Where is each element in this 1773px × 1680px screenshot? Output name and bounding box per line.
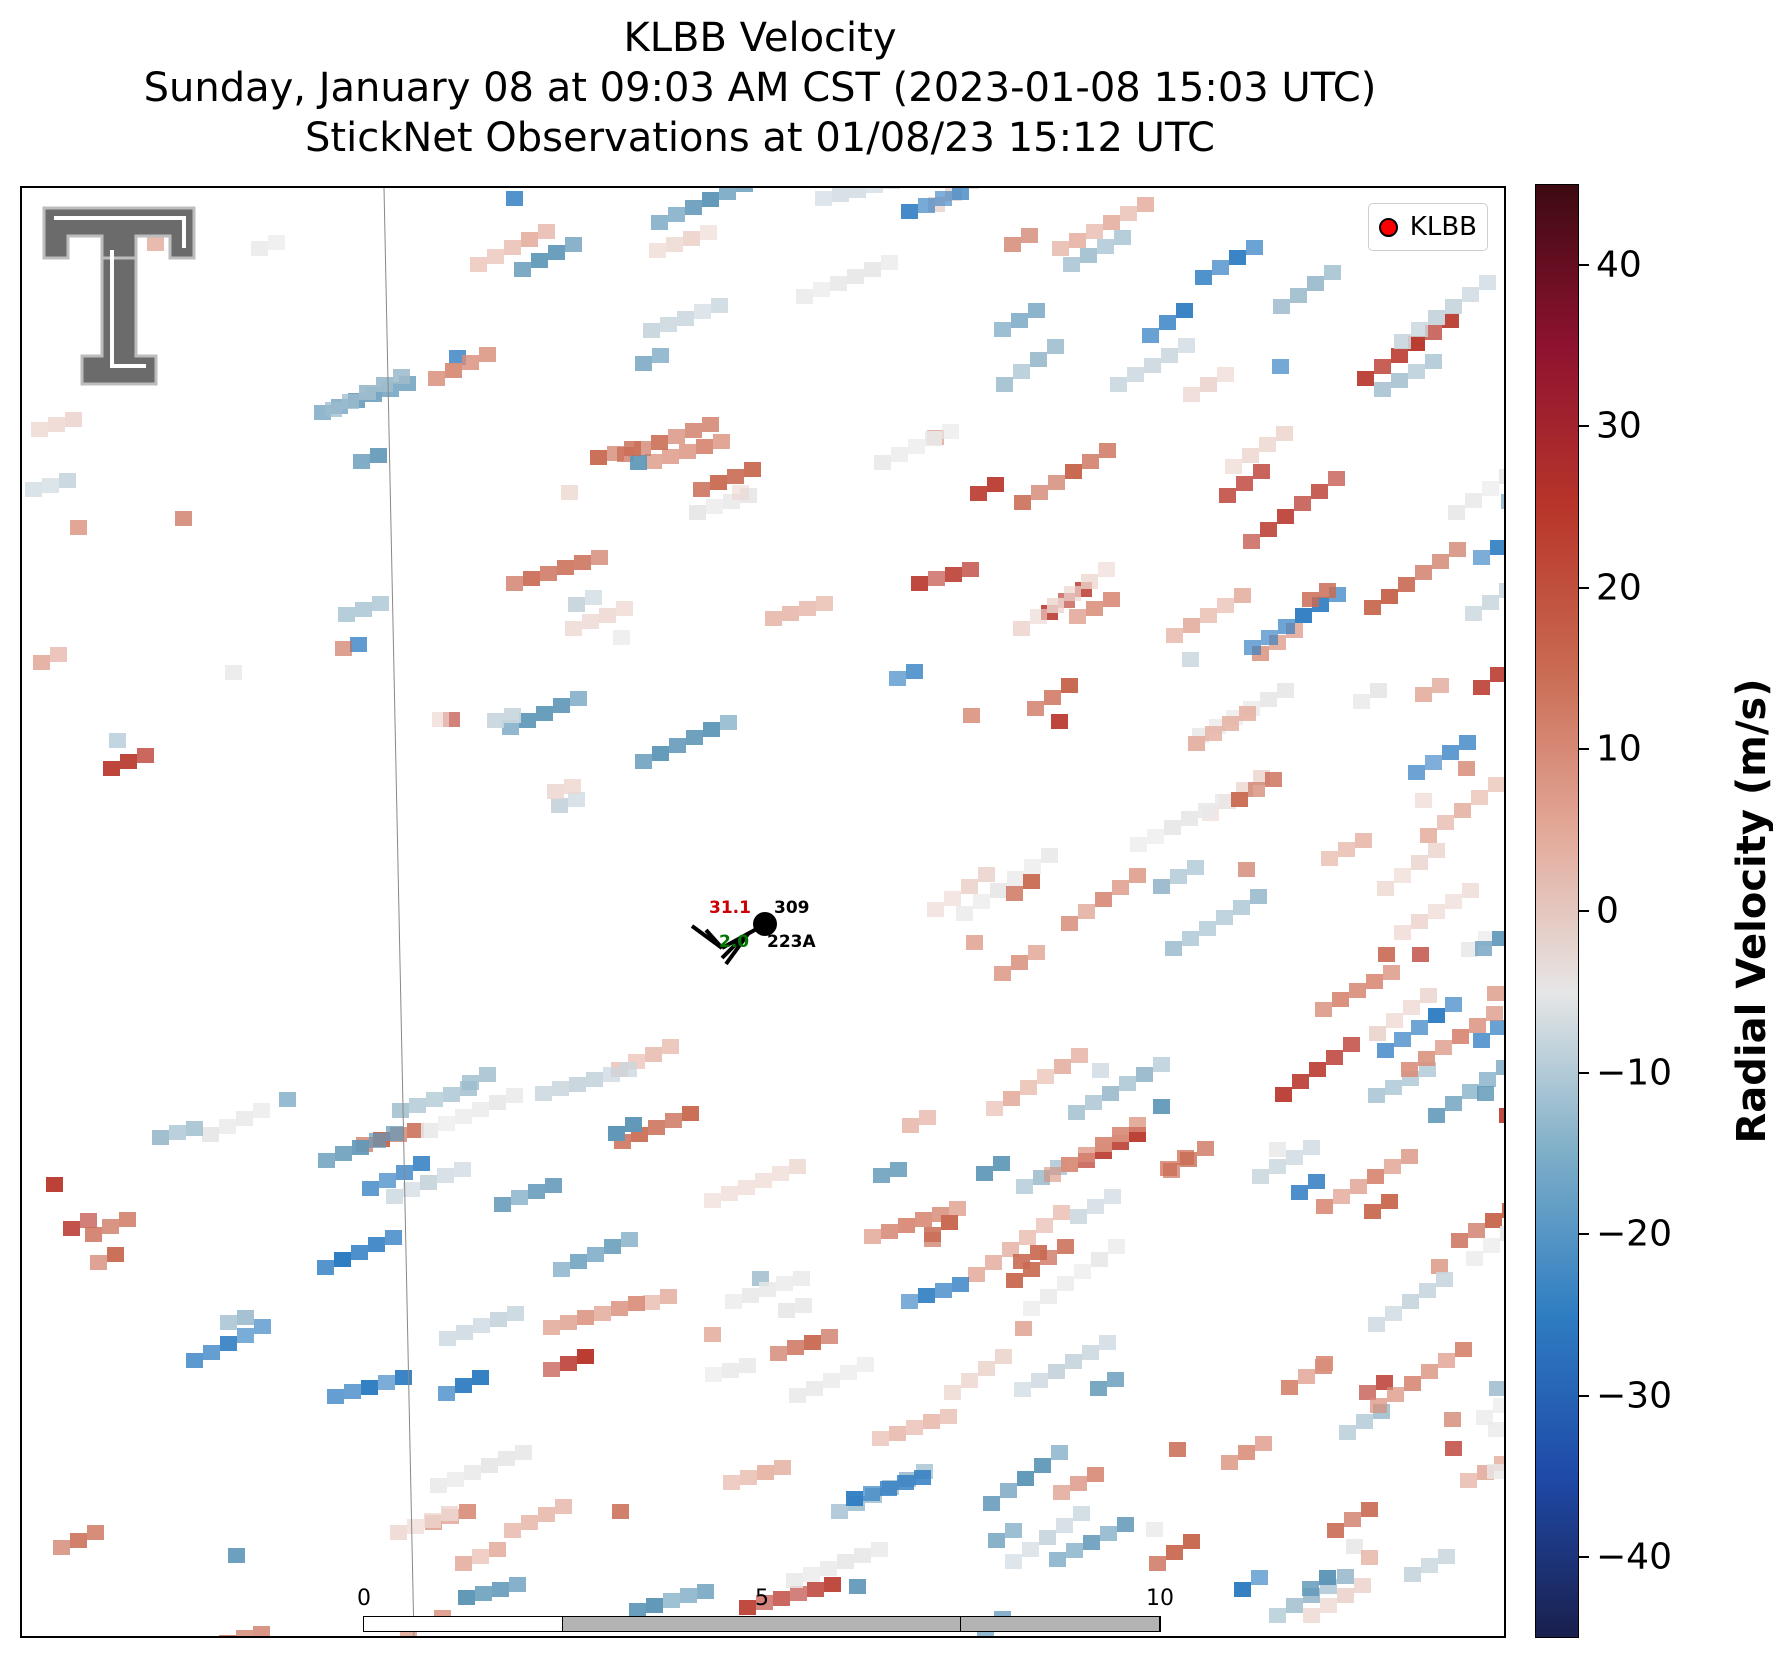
scale-label-10: 10 — [1146, 1586, 1174, 1611]
colorbar-tick-mark — [1579, 1233, 1589, 1236]
velocity-colorbar — [1535, 184, 1579, 1638]
colorbar-tick-mark — [1579, 748, 1589, 751]
map-legend: KLBB — [1367, 203, 1488, 251]
station-id-top: 309 — [774, 898, 810, 918]
radar-velocity-field — [25, 188, 1504, 1636]
station-plot — [690, 912, 777, 966]
colorbar-tick-label: −20 — [1596, 1213, 1672, 1255]
radar-site-marker-icon — [1378, 217, 1398, 237]
legend-label: KLBB — [1409, 212, 1477, 242]
colorbar-tick-mark — [1579, 586, 1589, 589]
colorbar-tick-mark — [1579, 425, 1589, 428]
station-id-bottom: 223A — [767, 932, 816, 952]
colorbar-tick-mark — [1579, 263, 1589, 266]
colorbar-tick-label: −10 — [1596, 1052, 1672, 1094]
colorbar-tick-label: 20 — [1596, 567, 1642, 609]
station-dewpoint: 2.0 — [719, 932, 750, 952]
title-line-3: StickNet Observations at 01/08/23 15:12 … — [305, 115, 1215, 161]
colorbar-tick-mark — [1579, 910, 1589, 912]
title-line-1: KLBB Velocity — [623, 15, 897, 61]
colorbar-tick-label: −30 — [1596, 1375, 1672, 1417]
colorbar-label: Radial Velocity (m/s) — [1729, 678, 1773, 1144]
texas-tech-logo-icon — [40, 206, 198, 390]
scale-label-0: 0 — [357, 1586, 371, 1611]
station-marker-icon — [753, 912, 777, 936]
colorbar-tick-label: −40 — [1596, 1536, 1672, 1578]
scale-unit: km — [745, 1637, 779, 1638]
county-boundary-line — [383, 188, 415, 1636]
colorbar-tick-mark — [1579, 1071, 1589, 1074]
colorbar-tick-label: 0 — [1596, 890, 1619, 932]
colorbar-tick-label: 10 — [1596, 728, 1642, 770]
colorbar-tick-mark — [1579, 1556, 1589, 1559]
station-temperature: 31.1 — [709, 898, 751, 918]
scale-label-5: 5 — [755, 1586, 769, 1611]
radar-map[interactable]: KLBB 31.1 309 2.0 223A 0 5 10 km — [20, 186, 1506, 1638]
title-line-2: Sunday, January 08 at 09:03 AM CST (2023… — [143, 65, 1377, 111]
colorbar-tick-label: 40 — [1596, 244, 1642, 286]
colorbar-tick-label: 30 — [1596, 405, 1642, 447]
colorbar-tick-mark — [1579, 1394, 1589, 1397]
